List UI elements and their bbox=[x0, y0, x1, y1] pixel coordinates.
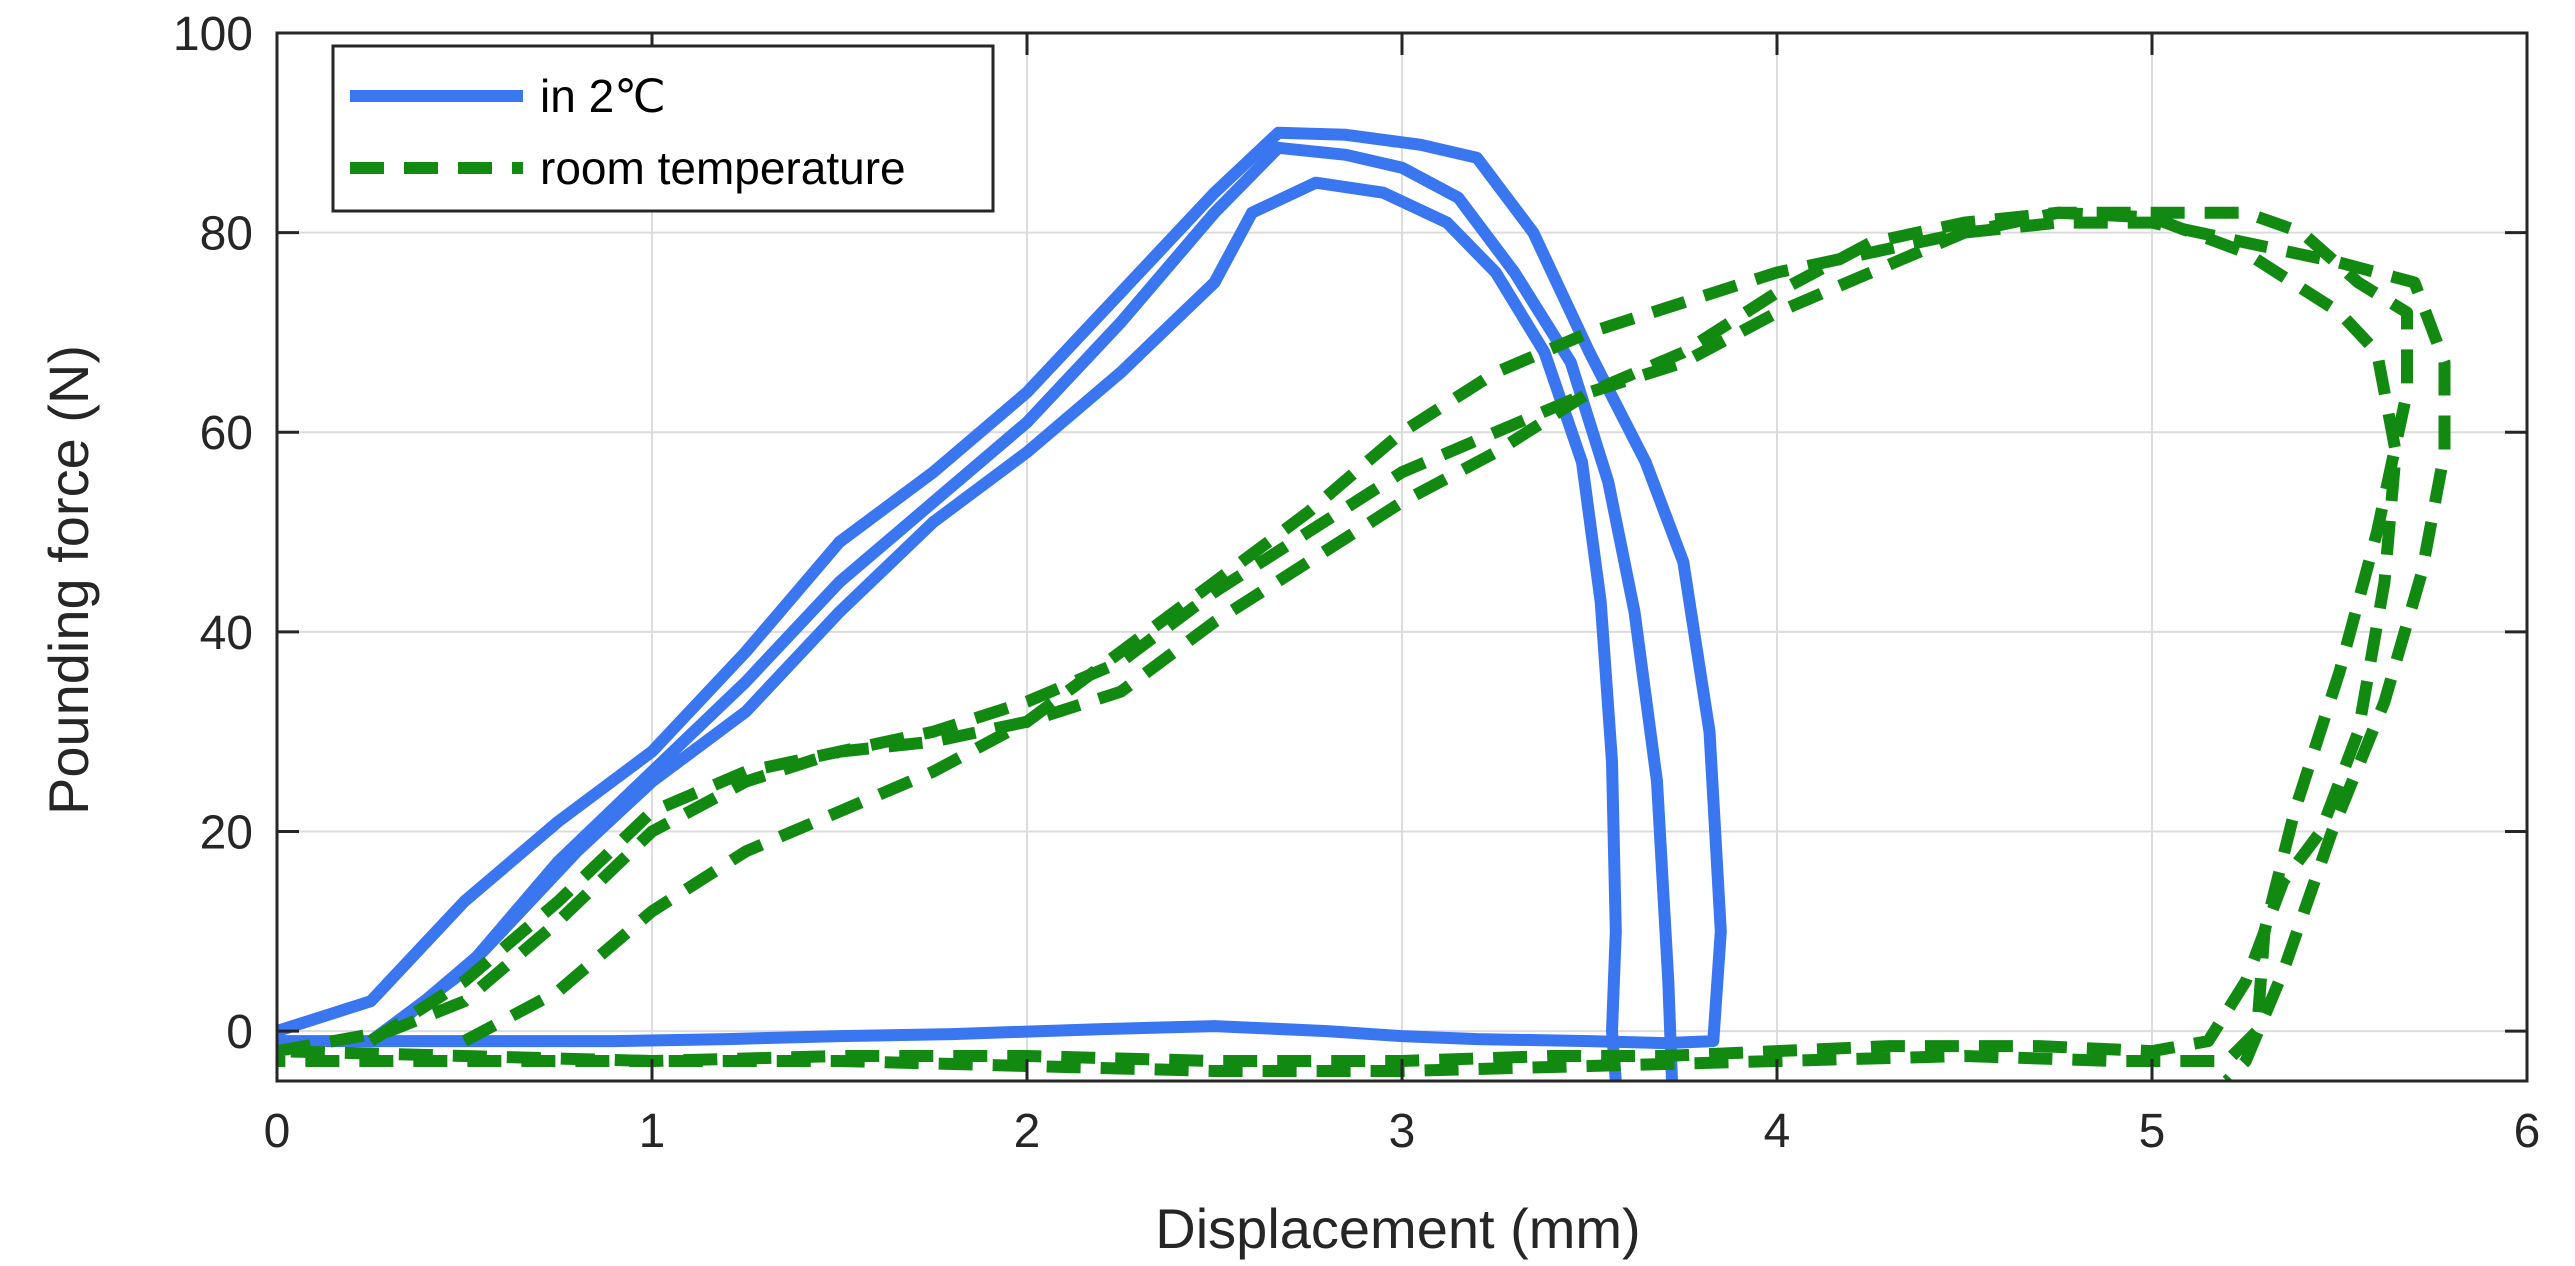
series-in-2 bbox=[277, 126, 1727, 1081]
y-tick-label: 100 bbox=[173, 8, 253, 61]
y-tick-label: 20 bbox=[200, 806, 253, 859]
series-line-in-2-1 bbox=[277, 126, 1727, 1050]
series-line-room-temperature-3 bbox=[461, 216, 2451, 1081]
y-axis-title: Pounding force (N) bbox=[37, 345, 100, 815]
x-tick-label: 2 bbox=[1014, 1105, 1041, 1158]
x-tick-label: 1 bbox=[639, 1105, 666, 1158]
series-layer bbox=[277, 126, 2451, 1081]
series-line-in-2-2 bbox=[364, 141, 1678, 1081]
legend-label-room-temperature: room temperature bbox=[540, 142, 906, 194]
x-tick-label: 3 bbox=[1389, 1105, 1416, 1158]
series-line-in-2-3 bbox=[383, 176, 1622, 1081]
series-line-room-temperature-2 bbox=[277, 206, 2413, 1077]
axes bbox=[275, 31, 2529, 1083]
y-tick-label: 60 bbox=[200, 407, 253, 460]
series-line-room-temperature-1 bbox=[277, 206, 2402, 1067]
legend-box bbox=[331, 44, 995, 213]
y-tick-label: 0 bbox=[226, 1006, 253, 1059]
legend-label-in-2c: in 2℃ bbox=[540, 70, 666, 122]
x-tick-label: 0 bbox=[264, 1105, 291, 1158]
x-tick-label: 6 bbox=[2514, 1105, 2541, 1158]
x-tick-label: 5 bbox=[2139, 1105, 2166, 1158]
y-tick-label: 40 bbox=[200, 607, 253, 660]
x-tick-label: 4 bbox=[1764, 1105, 1791, 1158]
x-axis-title: Displacement (mm) bbox=[1155, 1197, 1640, 1260]
y-tick-label: 80 bbox=[200, 208, 253, 261]
legend: in 2℃ room temperature bbox=[331, 44, 995, 213]
series-room-temperature bbox=[277, 206, 2451, 1081]
